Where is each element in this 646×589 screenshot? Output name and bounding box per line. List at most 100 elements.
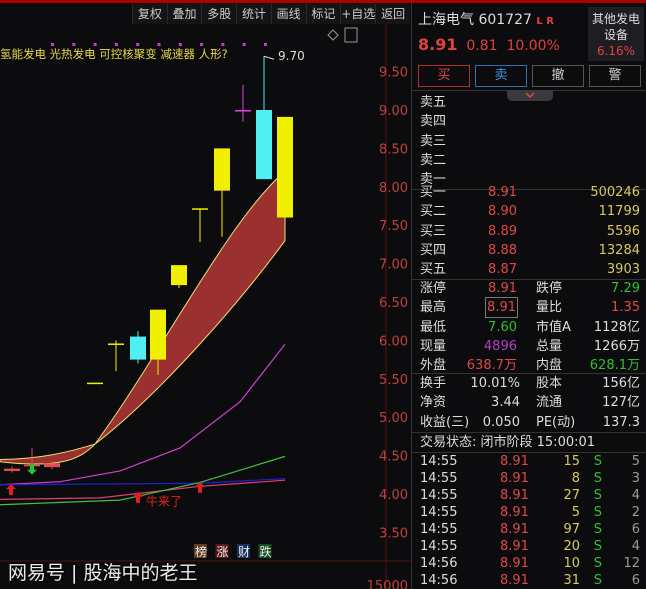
stat-row: 现量 4896 总量 1266万 (420, 337, 640, 356)
candlestick-chart[interactable]: 9.50 9.00 8.50 8.00 7.50 7.00 6.50 6.00 5.50 5.00… (0, 24, 411, 589)
bid-volume: 3903 (606, 262, 640, 278)
tick-side: S (593, 573, 602, 588)
candle-body[interactable] (235, 110, 251, 112)
price-change: 0.81 (466, 38, 498, 54)
up-arrow-icon (195, 481, 205, 493)
tag-label[interactable]: 榜 (195, 544, 207, 559)
tick-volume: 31 (563, 573, 580, 588)
ask-row: 卖五 (420, 93, 640, 112)
ask-row: 卖二 (420, 151, 640, 170)
toolbar-button[interactable]: 多股 (201, 4, 236, 24)
ma-line-pink (0, 479, 286, 500)
tick-time: 14:55 (420, 539, 458, 554)
stat-label: 最高 (420, 300, 447, 316)
stat-label: PE(动) (536, 414, 576, 430)
stat-label: 净资 (420, 395, 447, 411)
tick-count: 6 (631, 573, 640, 588)
y-tick-label: 3.50 (379, 526, 408, 541)
cancel-button[interactable]: 撤 (532, 65, 584, 87)
ask-row: 卖四 (420, 112, 640, 131)
tick-volume: 5 (571, 505, 580, 520)
high-label: 9.70 (278, 49, 305, 63)
candle-body[interactable] (4, 468, 20, 471)
toolbar-button[interactable]: 返回 (375, 4, 410, 24)
tick-time: 14:55 (420, 522, 458, 537)
candle-body[interactable] (214, 148, 230, 191)
stat-label: 内盘 (536, 358, 563, 374)
ask-label: 卖四 (420, 114, 447, 130)
tick-row: 14:55 8.91 5 S 2 (420, 504, 640, 521)
tick-side: S (593, 454, 602, 469)
candle-body[interactable] (150, 309, 166, 360)
signal-dot (157, 43, 161, 46)
tag-label[interactable]: 涨 (217, 544, 229, 559)
tick-volume: 27 (563, 488, 580, 503)
signal-dot (72, 43, 76, 46)
sell-button[interactable]: 卖 (475, 65, 527, 87)
ask-row: 卖三 (420, 132, 640, 151)
ask-label: 卖一 (420, 172, 447, 188)
toolbar-button[interactable]: 标记 (305, 4, 341, 24)
divider (412, 189, 646, 190)
tag-label[interactable]: 跌 (260, 544, 272, 559)
tick-price: 8.91 (500, 488, 529, 503)
divider (412, 373, 646, 374)
bid-volume: 11799 (598, 204, 640, 220)
bid-price: 8.87 (488, 262, 517, 278)
stat-value: 1128亿 (593, 319, 640, 335)
tag-label[interactable]: 财 (238, 545, 250, 559)
stat-label: 市值A (536, 319, 571, 335)
y-tick-label: 8.00 (379, 181, 408, 196)
ma-line-green (0, 455, 286, 506)
candle-body[interactable] (130, 336, 146, 360)
buy-button[interactable]: 买 (418, 65, 470, 87)
trade-status: 交易状态: 闭市阶段 15:00:01 (420, 435, 596, 450)
tag-bg (215, 544, 229, 558)
up-arrow-icon (133, 491, 143, 503)
stat-label: 流通 (536, 395, 563, 411)
sector-box[interactable]: 其他发电设备 6.16% (588, 7, 644, 61)
stat-value: 8.91 (485, 297, 518, 319)
diamond-icon[interactable] (327, 29, 339, 41)
toolbar-button[interactable]: +自选 (340, 4, 375, 24)
panel-toggle-icon[interactable] (344, 27, 358, 43)
stat-label: 总量 (536, 338, 563, 354)
tick-price: 8.91 (500, 454, 529, 469)
alert-button[interactable]: 警 (589, 65, 641, 87)
stat-label: 收益(三) (420, 414, 470, 430)
sector-name: 其他发电设备 (591, 12, 640, 42)
bid-price: 8.89 (488, 223, 517, 239)
y-tick-label: 7.50 (379, 219, 408, 234)
bid-row: 买二 8.90 11799 (420, 202, 640, 221)
toolbar-button[interactable]: 画线 (270, 4, 306, 24)
tick-time: 14:56 (420, 556, 458, 571)
toolbar-button[interactable]: 复权 (132, 4, 167, 24)
tick-row: 14:56 8.91 31 S 6 (420, 572, 640, 589)
sector-pct: 6.16% (596, 44, 636, 58)
stock-title: 上海电气 601727 L R (418, 9, 554, 29)
tick-volume: 15 (563, 454, 580, 469)
ask-label: 卖五 (420, 95, 447, 110)
y-tick-label: 9.50 (379, 66, 408, 81)
stat-value: 7.29 (611, 281, 640, 296)
signal-dot (178, 43, 182, 46)
stat-value: 1266万 (593, 338, 640, 354)
candle-body[interactable] (256, 110, 272, 180)
stat-label: 现量 (420, 338, 447, 354)
candle-body[interactable] (87, 382, 103, 385)
stock-flags: L R (536, 16, 554, 27)
toolbar-button[interactable]: 统计 (236, 4, 271, 24)
toolbar-button[interactable]: 叠加 (166, 4, 202, 24)
tick-row: 14:56 8.91 10 S 12 (420, 555, 640, 572)
candle-body[interactable] (192, 208, 208, 210)
signal-dot (93, 43, 97, 46)
stat-value: 638.7万 (466, 358, 517, 374)
candle-body[interactable] (44, 463, 60, 468)
tick-side: S (593, 488, 602, 503)
candle-body[interactable] (277, 116, 293, 218)
candle-body[interactable] (171, 265, 187, 286)
expand-toggle[interactable] (507, 90, 553, 101)
tick-price: 8.91 (500, 539, 529, 554)
tick-side: S (593, 505, 602, 520)
candle-body[interactable] (108, 343, 124, 345)
